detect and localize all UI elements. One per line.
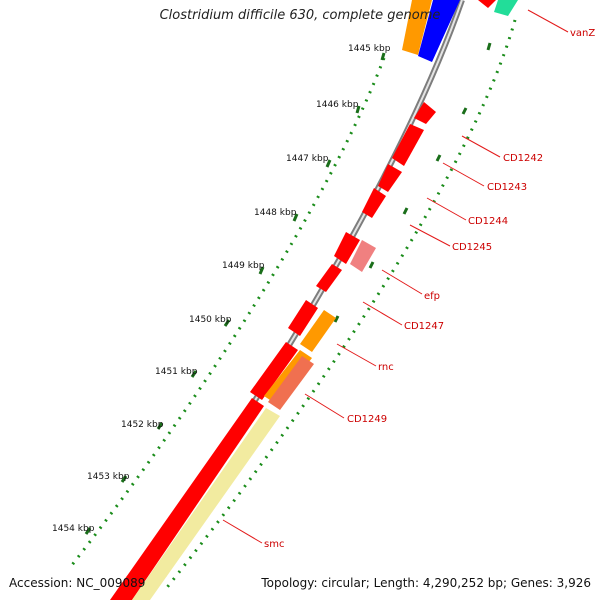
accession-text: Accession: NC_009089 [9,576,146,590]
gene-feature-red-mid2 [250,342,298,400]
gene-feature-cd1244 [378,164,402,192]
tick-label: 1454 kbp [52,524,95,534]
gene-feature-vanz [494,0,518,16]
gene-feature-efp [350,240,376,272]
gene-feature-red-mid [288,300,318,336]
tick-label: 1446 kbp [316,100,359,110]
gene-feature-smc [132,408,280,600]
gene-label-cd1244[interactable]: CD1244 [468,216,508,227]
tick-label: 1448 kbp [254,208,297,218]
tick-label: 1447 kbp [286,154,329,164]
gene-label-vanz[interactable]: vanZ [570,28,595,39]
gc-skew-track [163,19,517,591]
tick-label: 1453 kbp [87,472,130,482]
tick-marks [84,52,386,535]
gene-feature-cd1243 [392,124,424,166]
gene-feature-cd1242 [414,102,436,124]
gene-label-cd1242[interactable]: CD1242 [503,153,543,164]
genome-summary-text: Topology: circular; Length: 4,290,252 bp… [261,576,591,590]
gene-label-cd1249[interactable]: CD1249 [347,414,387,425]
gene-feature-cd1247 [316,264,342,292]
gene-feature-cd1249 [268,356,314,410]
gene-label-cd1245[interactable]: CD1245 [452,242,492,253]
map-title: Clostridium difficile 630, complete geno… [159,8,441,23]
tick-label: 1450 kbp [189,315,232,325]
gene-feature-red-long [110,398,264,600]
gene-feature-cd1245 [362,188,386,218]
gene-feature-blue-top [418,0,460,62]
gene-label-efp[interactable]: efp [424,291,440,302]
gene-label-cd1247[interactable]: CD1247 [404,321,444,332]
gene-label-rnc[interactable]: rnc [378,362,394,373]
leader-lines [222,9,569,544]
gene-feature-orange-top [402,0,432,55]
gene-feature-red-top [478,0,496,8]
gene-label-smc[interactable]: smc [264,539,284,550]
tick-label: 1451 kbp [155,367,198,377]
gene-feature-cd1245b [334,232,360,264]
gene-label-cd1243[interactable]: CD1243 [487,182,527,193]
gene-feature-rnc [300,310,336,352]
tick-label: 1449 kbp [222,261,265,271]
tick-label: 1445 kbp [348,44,391,54]
tick-label: 1452 kbp [121,420,164,430]
